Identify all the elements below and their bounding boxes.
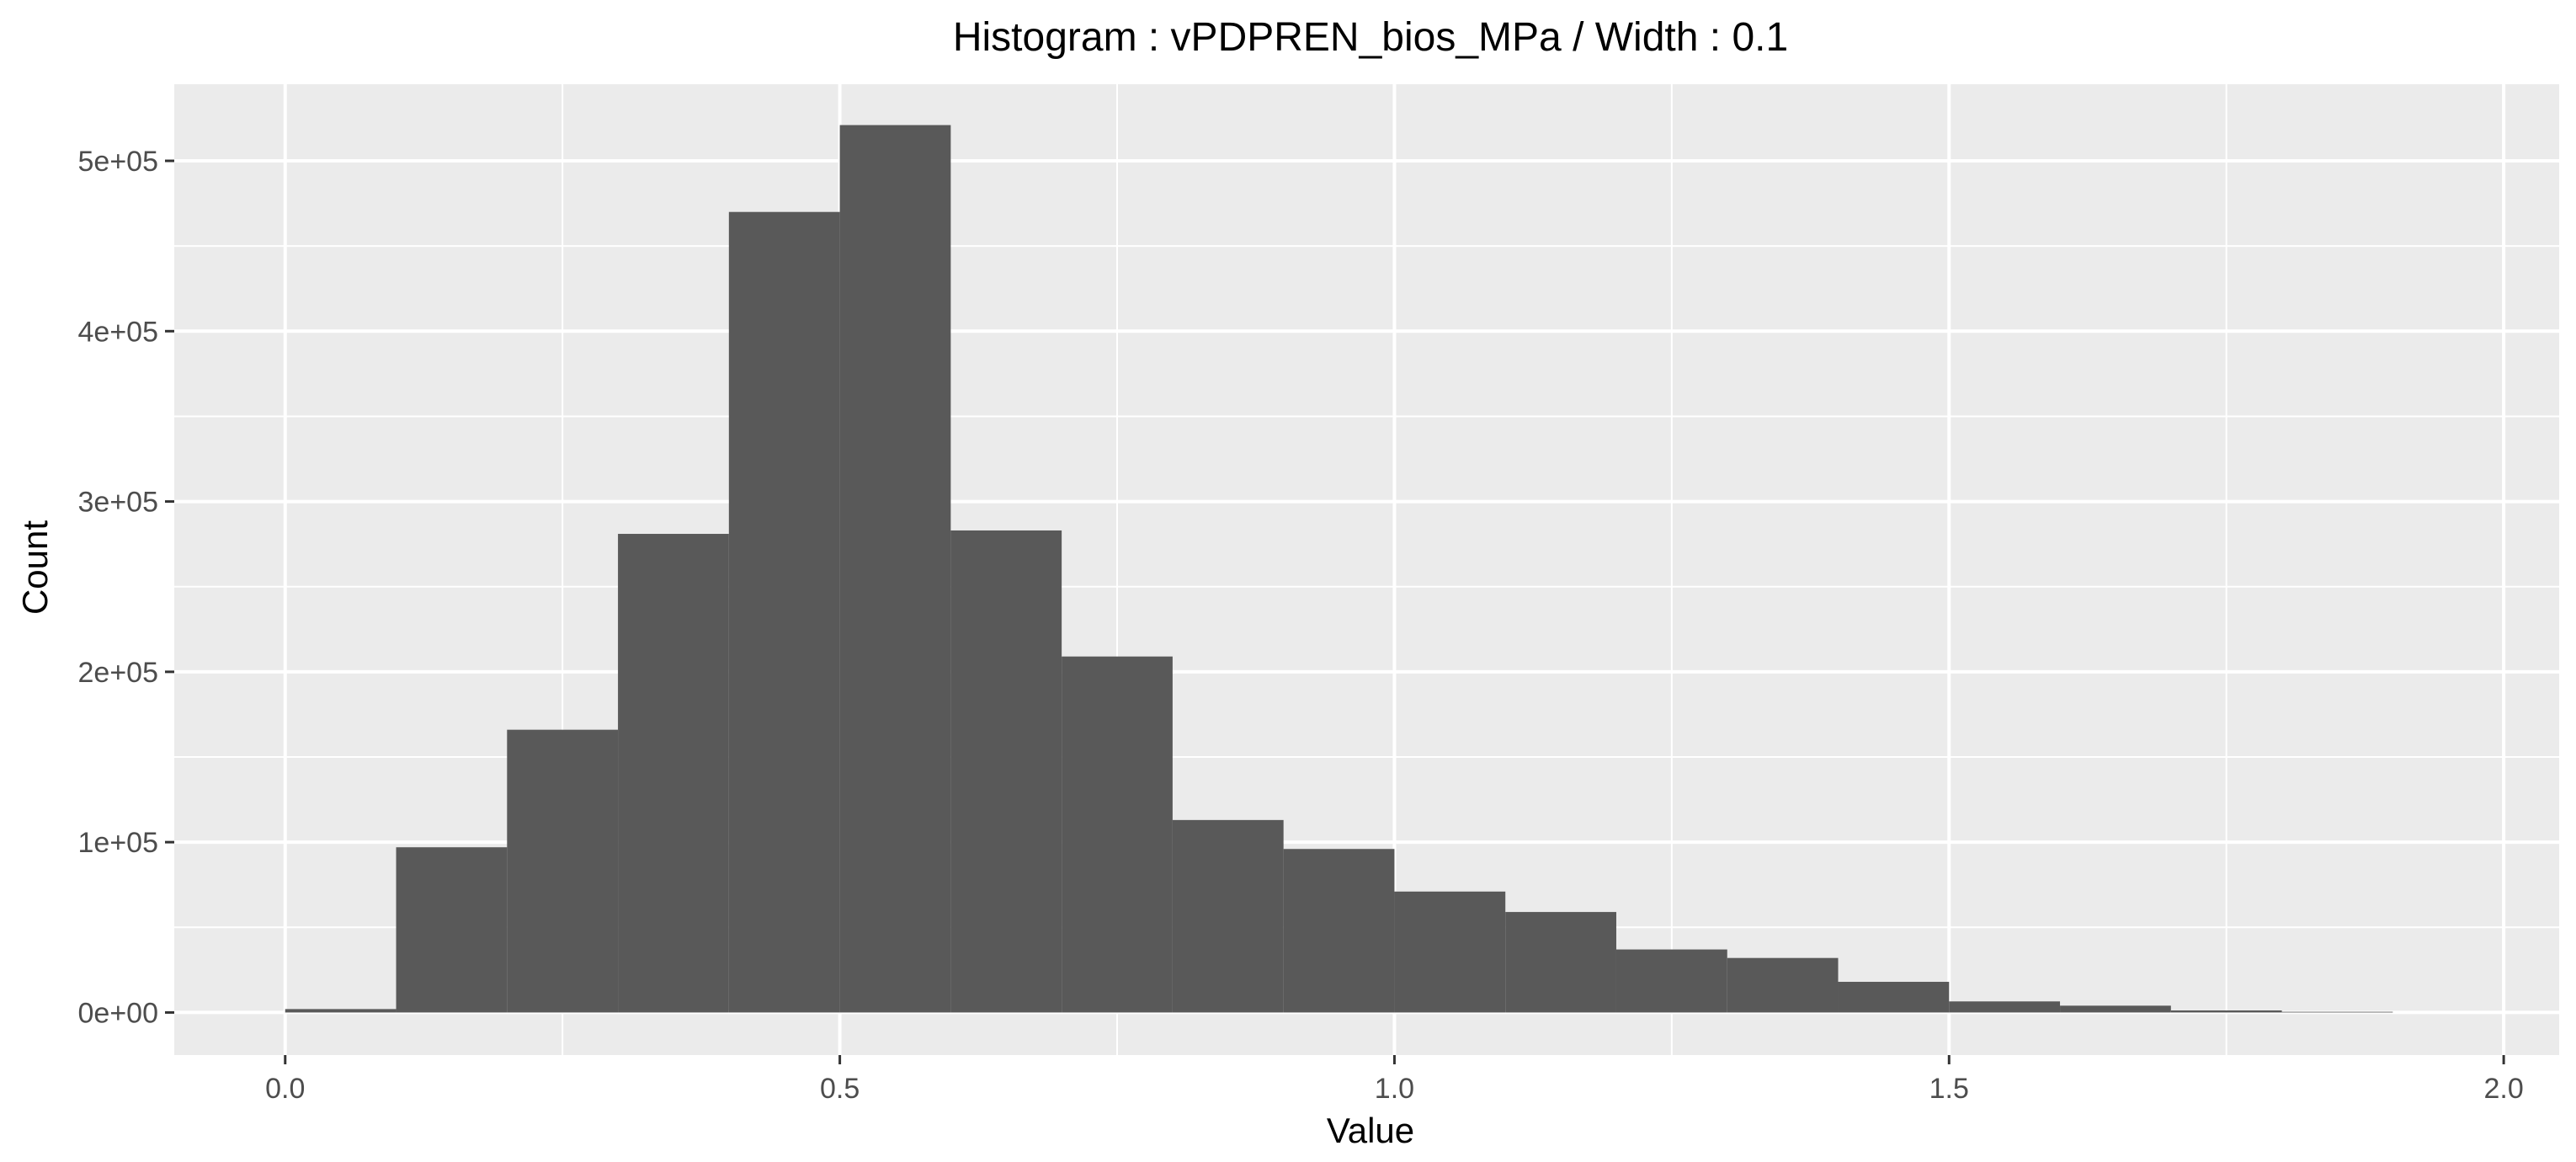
histogram-bar	[1394, 891, 1506, 1013]
histogram-bar	[618, 534, 729, 1013]
x-tick-label: 1.5	[1929, 1073, 1969, 1105]
histogram-bar	[2170, 1010, 2282, 1013]
y-axis-title: Count	[15, 520, 55, 615]
histogram-bar	[1727, 957, 1839, 1013]
histogram-bar	[1062, 656, 1173, 1013]
chart-title: Histogram : vPDPREN_bios_MPa / Width : 0…	[953, 15, 1788, 60]
y-tick-label: 0e+00	[78, 997, 159, 1029]
y-tick-label: 4e+05	[78, 316, 159, 348]
histogram-bar	[1949, 1001, 2061, 1013]
y-tick-label: 2e+05	[78, 657, 159, 689]
x-tick-label: 2.0	[2483, 1073, 2523, 1105]
histogram-bar	[1505, 912, 1616, 1013]
histogram-bar	[396, 847, 508, 1013]
x-axis-tick-labels: 0.0 0.5 1.0 1.5 2.0	[265, 1073, 2524, 1105]
histogram-bar	[1615, 949, 1727, 1013]
y-axis-tick-labels: 0e+00 1e+05 2e+05 3e+05 4e+05 5e+05	[78, 146, 159, 1029]
histogram-bar	[507, 729, 619, 1013]
histogram-bar	[285, 1009, 397, 1013]
histogram-bar	[2281, 1011, 2393, 1013]
x-tick-label: 1.0	[1375, 1073, 1414, 1105]
x-tick-label: 0.0	[265, 1073, 305, 1105]
histogram-bar	[839, 125, 951, 1013]
y-tick-label: 3e+05	[78, 487, 159, 519]
x-axis-title: Value	[1327, 1111, 1414, 1150]
y-tick-label: 1e+05	[78, 827, 159, 859]
histogram-bar	[728, 211, 840, 1013]
histogram-bar	[950, 530, 1062, 1013]
y-tick-label: 5e+05	[78, 146, 159, 178]
histogram-bar	[1172, 819, 1284, 1013]
axis-ticks	[165, 159, 2505, 1064]
histogram-bars	[285, 125, 2393, 1013]
x-tick-label: 0.5	[820, 1073, 860, 1105]
histogram-bar	[1838, 982, 1950, 1013]
histogram-bar	[1283, 849, 1395, 1013]
histogram-bar	[2060, 1005, 2171, 1013]
